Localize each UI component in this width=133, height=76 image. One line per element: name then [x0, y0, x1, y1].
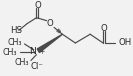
Text: CH₃: CH₃ [7, 38, 22, 48]
Text: CH₃: CH₃ [15, 58, 29, 67]
Text: HS: HS [10, 26, 22, 35]
Text: OH: OH [119, 38, 132, 48]
Text: Cl⁻: Cl⁻ [31, 62, 44, 71]
Text: O: O [101, 24, 107, 33]
Text: O: O [34, 1, 41, 10]
Text: CH₃: CH₃ [3, 48, 17, 57]
Text: N: N [29, 47, 36, 56]
Text: +: + [39, 49, 45, 55]
Polygon shape [37, 34, 62, 53]
Text: O: O [47, 19, 54, 28]
